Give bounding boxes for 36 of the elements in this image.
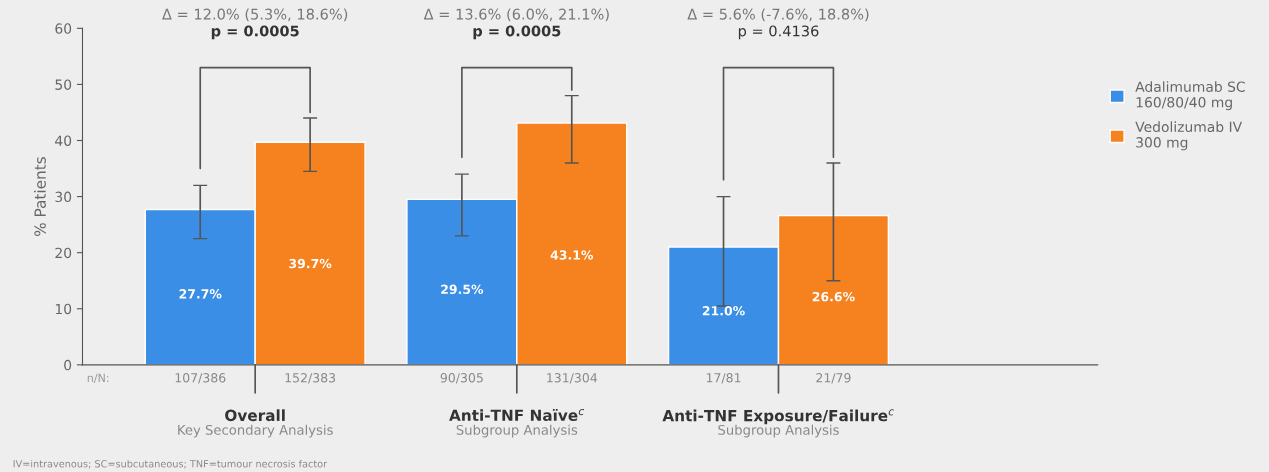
y-tick-label: 50 xyxy=(55,79,72,90)
text: 17/81 xyxy=(706,373,741,384)
y-tick-label: 20 xyxy=(55,247,72,259)
y-tick-label: 30 xyxy=(55,191,72,203)
text: Δ = 12.0% (5.3%, 18.6%) xyxy=(162,8,348,22)
text: n/N: xyxy=(87,373,109,383)
x-tick-label: Anti-TNF Naïve$^{c}$ xyxy=(449,408,585,422)
x-tick-label: Overall xyxy=(225,409,285,422)
text: 131/304 xyxy=(547,373,598,384)
legend-label: Vedolizumab IV 300 mg xyxy=(1135,121,1243,151)
text: Δ = 13.6% (6.0%, 21.1%) xyxy=(423,8,609,22)
text: Key Secondary Analysis xyxy=(178,424,333,438)
annotation: p = 0.0005 xyxy=(211,25,299,40)
text: 21/79 xyxy=(816,373,851,384)
y-axis-title: % Patients xyxy=(34,157,46,237)
annotation: p = 0.0005 xyxy=(473,25,561,40)
text: Δ = 5.6% (-7.6%, 18.8%) xyxy=(687,8,869,22)
data-label: 39.7% xyxy=(289,258,332,269)
annotation: p = 0.4136 xyxy=(738,25,819,40)
data-label: 43.1% xyxy=(550,250,594,260)
legend-label: Adalimumab SC 160/80/40 mg xyxy=(1135,81,1245,111)
text: 107/386 xyxy=(175,373,226,384)
text: Subgroup Analysis xyxy=(456,424,578,438)
data-label: 21.0% xyxy=(702,306,745,316)
y-tick-label: 40 xyxy=(55,135,72,146)
data-label: 29.5% xyxy=(441,284,484,295)
data-label: 27.7% xyxy=(179,289,222,299)
x-tick-label: Anti-TNF Exposure/Failure$^{c}$ xyxy=(662,409,894,425)
y-tick-label: 60 xyxy=(55,23,72,34)
y-tick-label: 10 xyxy=(55,303,72,315)
y-tick-label: 0 xyxy=(64,359,72,371)
data-label: 26.6% xyxy=(812,291,855,302)
text: 90/305 xyxy=(440,373,483,384)
text: Subgroup Analysis xyxy=(718,424,839,438)
text: IV=intravenous; SC=subcutaneous; TNF=tumour necrosis factor xyxy=(13,459,328,469)
text: 152/383 xyxy=(285,373,336,384)
